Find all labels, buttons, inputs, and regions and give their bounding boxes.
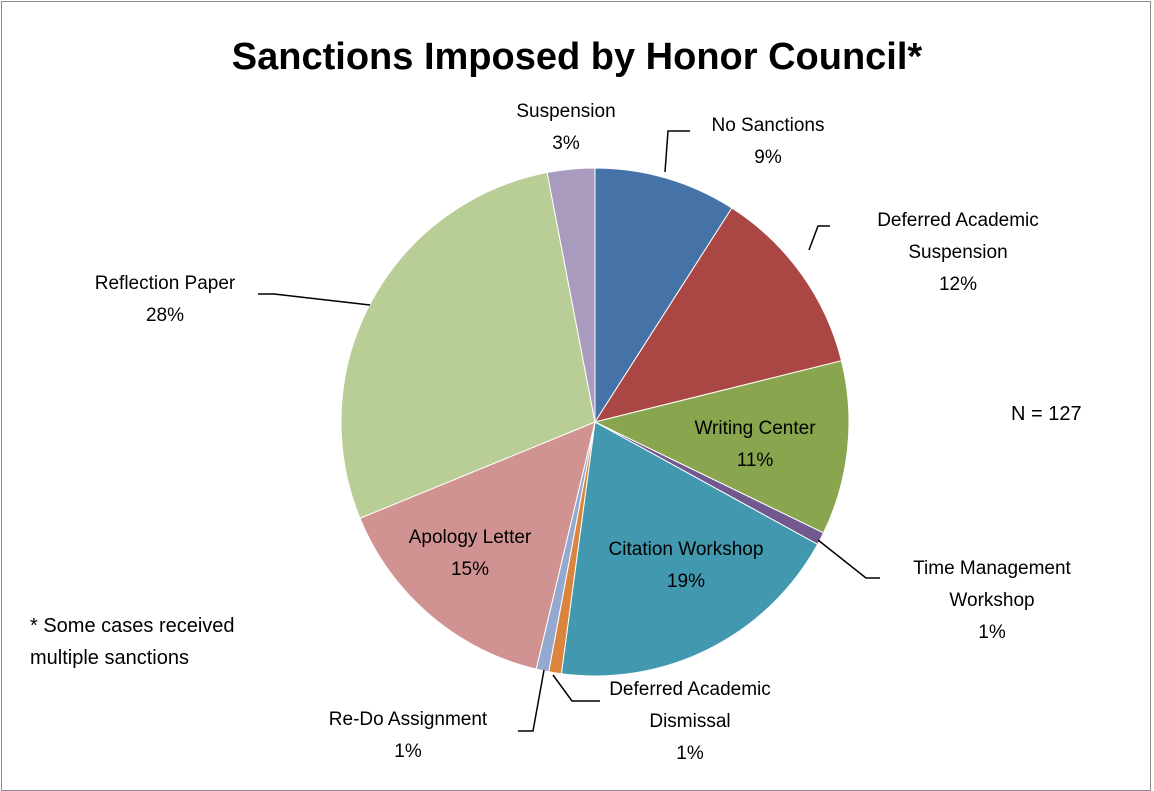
- slice-percent-label: 15%: [451, 559, 489, 580]
- slice-percent-label: 1%: [394, 741, 422, 762]
- pie-slice: [593, 360, 850, 534]
- slice-percent-label: 1%: [676, 743, 704, 764]
- slice-percent-label: 12%: [939, 274, 977, 295]
- slice-percent-label: 9%: [754, 147, 782, 168]
- footnote: * Some cases received multiple sanctions: [30, 615, 235, 669]
- pie-chart: No Sanctions 9% Deferred Academic Suspensio…: [95, 101, 1072, 764]
- pie-slice: [546, 167, 596, 423]
- slice-category-label: Deferred Academic: [609, 679, 771, 700]
- slice-category-label: Suspension: [908, 242, 1007, 263]
- leader-line: [664, 130, 690, 173]
- chart-title: Sanctions Imposed by Honor Council*: [231, 36, 923, 78]
- slice-percent-label: 1%: [978, 622, 1006, 643]
- leader-line: [817, 539, 880, 579]
- slice-category-label: Writing Center: [694, 418, 816, 439]
- pie-slice: [594, 167, 733, 424]
- pie-slice: [359, 421, 596, 670]
- slice-category-label: Reflection Paper: [95, 273, 236, 294]
- slice-percent-label: 11%: [737, 450, 774, 471]
- slice-percent-label: 19%: [667, 571, 705, 592]
- leader-line: [258, 293, 371, 306]
- slice-category-label: Re-Do Assignment: [329, 709, 488, 730]
- slice-category-label: No Sanctions: [711, 115, 824, 136]
- leader-line: [518, 669, 545, 732]
- pie-slice: [593, 207, 843, 423]
- slice-category-label: Apology Letter: [409, 527, 532, 548]
- pie-slice: [340, 171, 596, 519]
- leader-line: [552, 674, 600, 702]
- pie-slice: [560, 421, 819, 677]
- slice-percent-label: 28%: [146, 305, 184, 326]
- slice-category-label: Citation Workshop: [609, 539, 764, 560]
- slice-category-label: Time Management: [913, 558, 1071, 579]
- slice-category-label: Suspension: [516, 101, 615, 122]
- sample-size-annotation: N = 127: [1011, 403, 1082, 425]
- slice-category-label: Deferred Academic: [877, 210, 1039, 231]
- slice-category-label: Workshop: [949, 590, 1034, 611]
- slice-category-label: Dismissal: [649, 711, 730, 732]
- leader-line: [808, 225, 830, 251]
- slice-percent-label: 3%: [552, 133, 580, 154]
